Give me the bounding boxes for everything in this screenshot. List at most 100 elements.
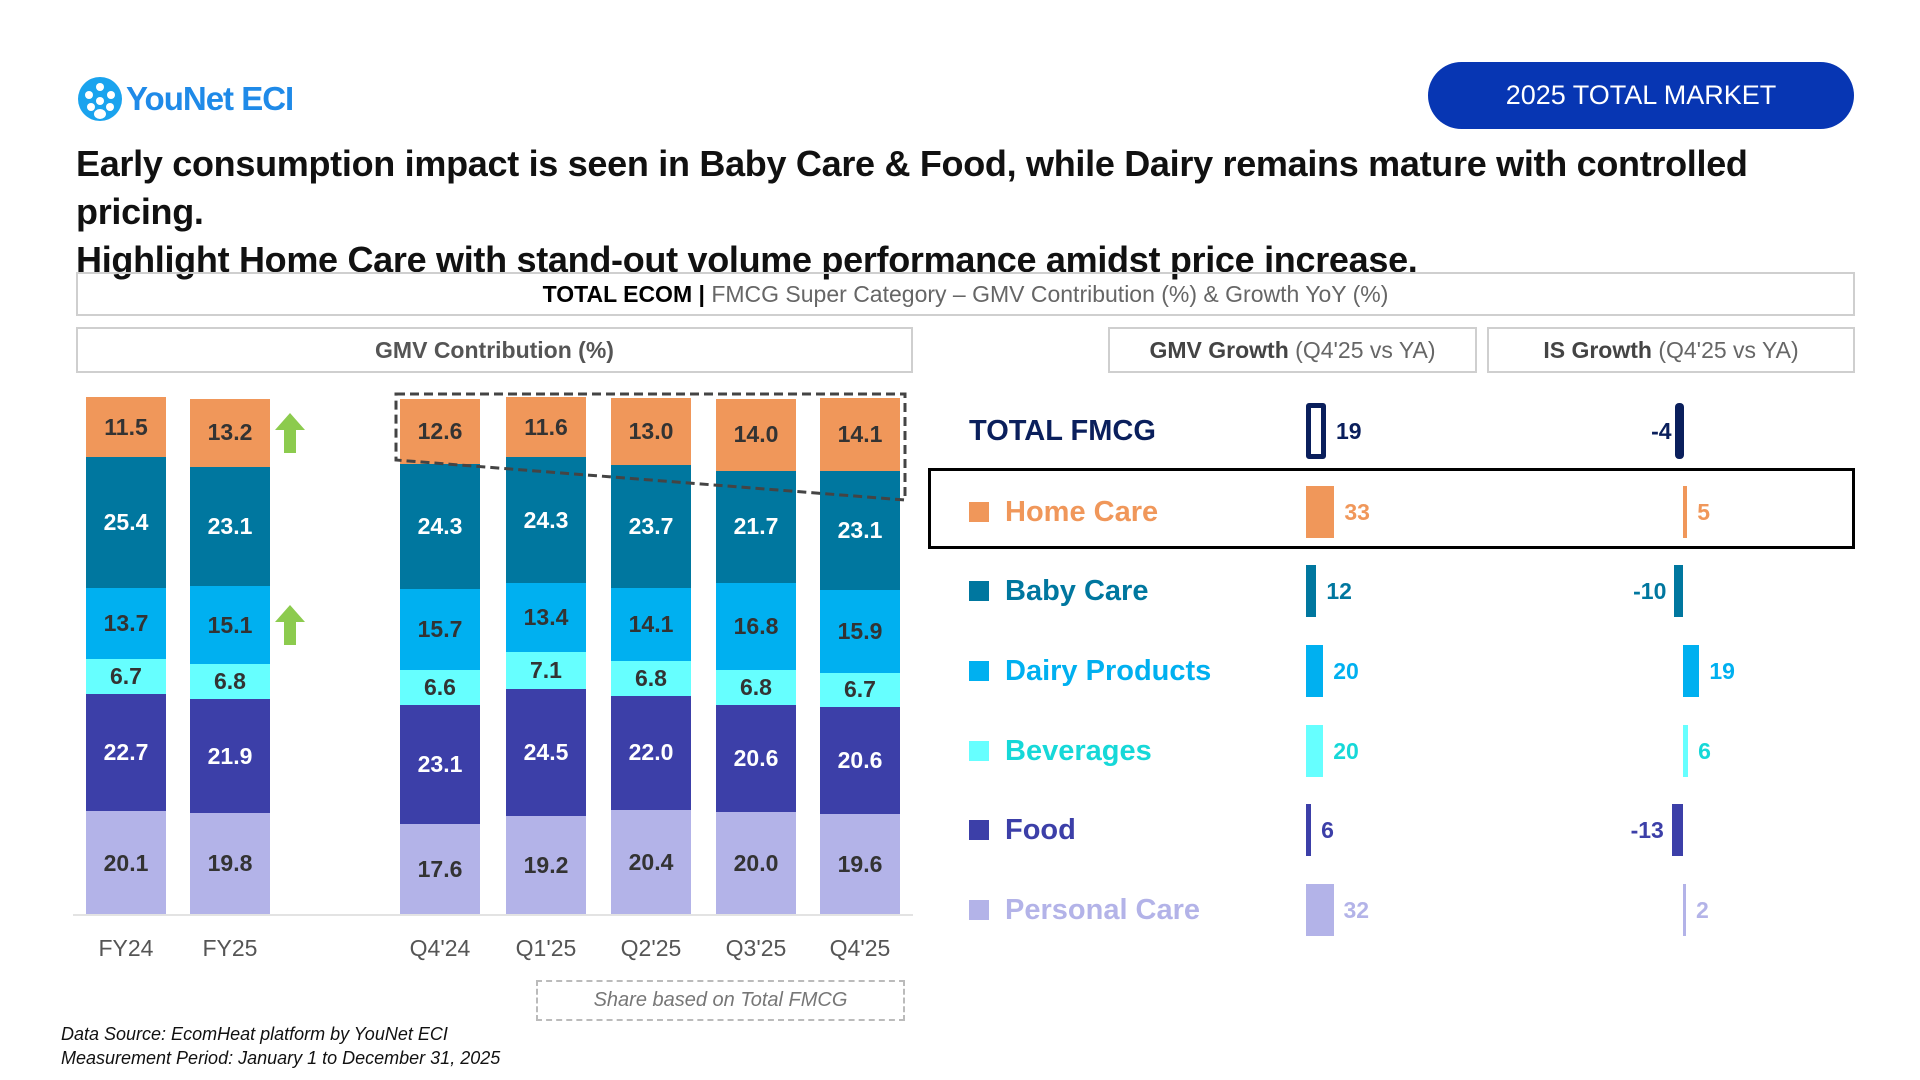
gmv-growth-bar-personal-care (1306, 884, 1334, 936)
bar-segment-food-q2-25: 22.0 (611, 695, 691, 810)
bar-segment-beverages-q4-24: 6.6 (400, 670, 480, 705)
is-growth-value-baby-care: -10 (1633, 578, 1667, 604)
row-label-text: Dairy Products (1005, 654, 1212, 687)
market-badge: 2025 TOTAL MARKET (1428, 62, 1854, 129)
legend-swatch (969, 900, 989, 920)
legend-swatch (969, 502, 989, 522)
bar-segment-dairy-products-fy25: 15.1 (190, 586, 270, 665)
bar-segment-dairy-products-fy24: 13.7 (86, 588, 166, 660)
footer: Data Source: EcomHeat platform by YouNet… (61, 1022, 500, 1070)
legend-swatch (969, 661, 989, 681)
is-growth-bar-personal-care (1683, 884, 1686, 936)
gmv-growth-value-personal-care: 32 (1343, 897, 1370, 923)
legend-swatch (969, 820, 989, 840)
gmv-growth-value-beverages: 20 (1333, 738, 1359, 764)
bar-segment-personal-care-fy24: 20.1 (86, 811, 166, 915)
row-label-home-care: Home Care (969, 492, 1158, 532)
gmv-growth-header: GMV Growth (Q4'25 vs YA) (1108, 327, 1477, 373)
gmv-growth-bar-home-care (1306, 486, 1335, 538)
bar-segment-dairy-products-q4-25: 15.9 (820, 590, 900, 673)
share-note: Share based on Total FMCG (536, 980, 905, 1021)
is-growth-value-food: -13 (1630, 817, 1664, 843)
row-label-dairy-products: Dairy Products (969, 651, 1211, 691)
row-label-text: Beverages (1005, 734, 1152, 767)
home-care-highlight-box (928, 468, 1855, 549)
bar-segment-food-q3-25: 20.6 (716, 705, 796, 812)
x-tick-label-fy25: FY25 (202, 935, 258, 961)
bar-segment-dairy-products-q2-25: 14.1 (611, 587, 691, 661)
bar-segment-food-q4-25: 20.6 (820, 707, 900, 814)
is-growth-bar-total-fmcg (1675, 403, 1684, 459)
is-growth-bar-beverages (1683, 725, 1689, 777)
section-header-rest: FMCG Super Category – GMV Contribution (… (704, 280, 1389, 307)
is-growth-value-total-fmcg: -4 (1651, 418, 1672, 444)
gmv-growth-bar-total-fmcg (1306, 403, 1326, 459)
x-tick-label-q2-25: Q2'25 (620, 935, 682, 961)
bar-segment-food-fy25: 21.9 (190, 699, 270, 813)
x-tick-label-q3-25: Q3'25 (725, 935, 787, 961)
is-growth-bar-food (1671, 804, 1683, 856)
bar-segment-home-care-fy25: 13.2 (190, 398, 270, 467)
logo-network-icon (78, 77, 122, 121)
bar-segment-home-care-q4-24: 12.6 (400, 398, 480, 464)
bar-segment-baby-care-q4-25: 23.1 (820, 470, 900, 591)
gmv-growth-value-food: 6 (1321, 817, 1334, 843)
gmv-growth-value-dairy-products: 20 (1333, 658, 1359, 684)
up-arrow-icon (275, 605, 305, 646)
logo: YouNet ECI (78, 76, 294, 122)
bar-segment-personal-care-q4-25: 19.6 (820, 813, 900, 915)
bar-segment-dairy-products-q1-25: 13.4 (506, 583, 586, 653)
row-label-text: Baby Care (1005, 574, 1149, 607)
x-axis-line (73, 914, 913, 916)
bar-segment-beverages-q3-25: 6.8 (716, 669, 796, 706)
row-label-text: Home Care (1005, 495, 1159, 528)
is-growth-bar-dairy-products (1683, 645, 1700, 697)
x-tick-label-q4-25: Q4'25 (829, 935, 891, 961)
gmv-growth-value-baby-care: 12 (1326, 578, 1352, 604)
bar-segment-home-care-q3-25: 14.0 (716, 398, 796, 471)
gmv-growth-value-home-care: 33 (1344, 499, 1370, 525)
bar-segment-food-fy24: 22.7 (86, 693, 166, 812)
is-growth-title: IS Growth (1543, 336, 1652, 363)
bar-segment-personal-care-q3-25: 20.0 (716, 811, 796, 915)
row-label-text: Food (1005, 813, 1076, 846)
bar-segment-food-q4-24: 23.1 (400, 704, 480, 824)
bar-segment-beverages-q2-25: 6.8 (611, 660, 691, 696)
x-tick-label-q1-25: Q1'25 (515, 935, 577, 961)
bar-segment-baby-care-fy25: 23.1 (190, 466, 270, 587)
data-source: Data Source: EcomHeat platform by YouNet… (61, 1024, 448, 1044)
bar-segment-personal-care-q4-24: 17.6 (400, 824, 480, 915)
gmv-growth-value-total-fmcg: 19 (1336, 418, 1362, 444)
is-growth-value-home-care: 5 (1697, 499, 1711, 525)
bar-segment-home-care-q1-25: 11.6 (506, 397, 586, 458)
section-header: TOTAL ECOM | FMCG Super Category – GMV C… (76, 272, 1855, 316)
measurement-period: Measurement Period: January 1 to Decembe… (61, 1048, 501, 1068)
bar-segment-personal-care-q2-25: 20.4 (611, 809, 691, 915)
gmv-contribution-header: GMV Contribution (%) (76, 327, 913, 373)
up-arrow-icon (275, 412, 305, 453)
x-tick-label-q4-24: Q4'24 (409, 935, 471, 961)
bar-segment-baby-care-fy24: 25.4 (86, 456, 166, 589)
gmv-growth-bar-beverages (1306, 725, 1324, 777)
row-label-beverages: Beverages (969, 731, 1152, 771)
bar-segment-baby-care-q1-25: 24.3 (506, 457, 586, 584)
section-header-bold: TOTAL ECOM | (542, 280, 705, 307)
bar-segment-personal-care-q1-25: 19.2 (506, 815, 586, 915)
row-label-baby-care: Baby Care (969, 571, 1148, 611)
row-label-personal-care: Personal Care (969, 890, 1200, 930)
legend-swatch (969, 741, 989, 761)
row-label-food: Food (969, 810, 1076, 850)
gmv-growth-title: GMV Growth (1149, 336, 1289, 363)
row-label-text: TOTAL FMCG (969, 414, 1156, 447)
x-tick-label-fy24: FY24 (98, 935, 154, 961)
bar-segment-beverages-q1-25: 7.1 (506, 652, 586, 690)
is-growth-value-dairy-products: 19 (1709, 658, 1735, 684)
bar-segment-personal-care-fy25: 19.8 (190, 812, 270, 915)
is-growth-bar-home-care (1683, 486, 1688, 538)
gmv-growth-bar-food (1306, 804, 1312, 856)
bar-segment-food-q1-25: 24.5 (506, 689, 586, 816)
bar-segment-baby-care-q3-25: 21.7 (716, 470, 796, 584)
logo-text: YouNet ECI (126, 80, 294, 117)
bar-segment-baby-care-q2-25: 23.7 (611, 465, 691, 588)
gmv-growth-period: (Q4'25 vs YA) (1288, 336, 1436, 363)
